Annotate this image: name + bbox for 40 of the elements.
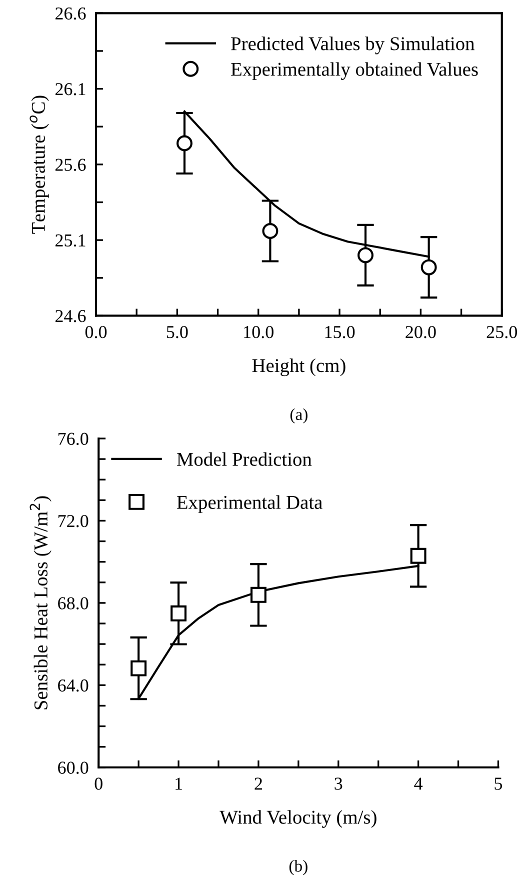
x-tick-label: 15.0 bbox=[325, 326, 355, 338]
y-tick-label: 68.0 bbox=[58, 597, 88, 610]
point bbox=[176, 135, 192, 152]
point bbox=[410, 548, 426, 564]
x-tick-label: 1 bbox=[176, 778, 182, 790]
y-tick-label: 25.6 bbox=[55, 158, 86, 171]
x-tick-label: 4 bbox=[414, 778, 423, 790]
y-tick-label: 25.1 bbox=[55, 234, 86, 247]
y-tick-label: 26.1 bbox=[55, 83, 86, 96]
x-axis-title: Height (cm) bbox=[252, 358, 346, 376]
x-tick-label: 25.0 bbox=[486, 326, 517, 338]
x-tick-label: 0.0 bbox=[85, 326, 107, 338]
text: (b) bbox=[289, 860, 308, 876]
y-axis-title: Temperature ($^{o}$C) bbox=[30, 96, 49, 234]
y-tick-label: 26.6 bbox=[55, 7, 86, 20]
x-tick-label: 0 bbox=[94, 778, 102, 790]
y-tick-label: 76.0 bbox=[58, 432, 88, 446]
legend-label: Model Prediction bbox=[176, 452, 312, 466]
x-tick-label: 5 bbox=[494, 778, 502, 790]
y-tick-label: 24.6 bbox=[55, 310, 86, 322]
x-tick-label: 2 bbox=[254, 778, 262, 790]
point bbox=[130, 660, 147, 676]
point bbox=[170, 605, 187, 622]
y-tick-label: 60.0 bbox=[58, 762, 88, 774]
x-tick-label: 3 bbox=[334, 778, 342, 790]
y-axis-title: Sensible Heat Loss (W/m$^{2}$) bbox=[30, 496, 52, 710]
legend-label: Experimental Data bbox=[176, 495, 322, 513]
x-axis-title: Wind Velocity (m/s) bbox=[220, 810, 376, 828]
y-tick-label: 72.0 bbox=[58, 514, 88, 528]
point bbox=[262, 223, 278, 239]
point bbox=[250, 586, 266, 603]
text: (a) bbox=[290, 408, 308, 424]
x-tick-label: 20.0 bbox=[406, 326, 436, 338]
x-tick-label: 10.0 bbox=[244, 326, 274, 338]
y-tick-label: 64.0 bbox=[58, 679, 88, 692]
point bbox=[358, 247, 374, 264]
legend-label: Experimentally obtained Values bbox=[231, 62, 478, 80]
point bbox=[420, 259, 437, 276]
x-tick-label: 5.0 bbox=[166, 326, 188, 338]
legend-label: Predicted Values by Simulation bbox=[231, 36, 474, 54]
